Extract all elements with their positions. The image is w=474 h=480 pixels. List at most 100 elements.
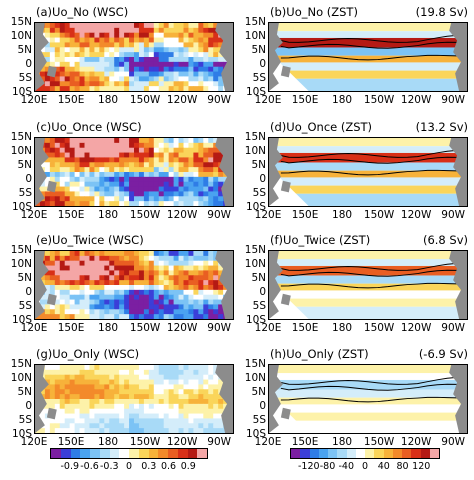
field-cell xyxy=(89,251,95,257)
field-cell xyxy=(94,176,100,183)
field-cell xyxy=(213,191,219,197)
field-cell xyxy=(114,265,120,271)
field-cell xyxy=(168,201,175,206)
field-cell xyxy=(44,314,51,319)
field-cell xyxy=(89,162,95,168)
field-cell xyxy=(84,181,90,188)
colorbar-swatch xyxy=(119,449,129,458)
field-cell xyxy=(163,191,170,197)
field-cell xyxy=(129,309,135,315)
colorbar-label: -40 xyxy=(338,461,355,472)
field-cell xyxy=(178,275,184,281)
field-cell xyxy=(178,270,184,276)
field-cell xyxy=(119,299,125,305)
field-cell xyxy=(69,374,76,381)
field-cell xyxy=(64,394,71,400)
field-cell xyxy=(193,147,199,154)
field-cell xyxy=(129,280,135,286)
field-cell xyxy=(84,265,90,271)
field-cell xyxy=(183,142,189,149)
field-cell xyxy=(89,294,95,301)
field-cell xyxy=(119,294,125,301)
lat-tick-label: 5S xyxy=(18,414,32,426)
field-cell xyxy=(188,138,194,144)
field-cell xyxy=(218,413,224,419)
field-cell xyxy=(188,285,194,291)
lon-tick-label: 150W xyxy=(129,322,161,334)
field-cell xyxy=(124,76,130,82)
field-cell xyxy=(158,196,165,202)
field-cell xyxy=(109,157,115,163)
field-cell xyxy=(54,172,61,178)
field-cell xyxy=(89,81,95,87)
field-cell xyxy=(59,152,66,158)
field-cell xyxy=(143,260,150,267)
field-cell xyxy=(114,61,120,68)
field-cell xyxy=(213,384,219,390)
field-cell xyxy=(99,423,105,429)
field-cell xyxy=(89,399,95,405)
field-cell xyxy=(138,167,145,173)
field-cell xyxy=(168,23,175,29)
field-cell xyxy=(163,201,170,206)
field-cell xyxy=(213,379,219,385)
field-cell xyxy=(203,280,209,286)
contour-line xyxy=(280,169,458,176)
field-cell xyxy=(89,255,95,262)
field-cell xyxy=(94,57,100,63)
field-cell xyxy=(69,23,76,29)
field-cell xyxy=(69,314,76,319)
field-cell xyxy=(134,294,140,301)
field-cell xyxy=(218,379,224,385)
field-cell xyxy=(173,304,180,310)
field-cell xyxy=(74,299,81,305)
field-cell xyxy=(124,428,130,433)
field-cell xyxy=(84,251,90,257)
field-cell xyxy=(124,423,130,429)
field-cell xyxy=(69,255,76,262)
field-cell xyxy=(143,201,150,206)
field-cell xyxy=(129,138,135,144)
field-cell xyxy=(89,196,95,202)
field-cell xyxy=(208,147,214,154)
field-cell xyxy=(89,157,95,163)
field-cell xyxy=(148,23,155,29)
field-cell xyxy=(163,280,170,286)
lat-tick-label: 0 xyxy=(25,286,32,298)
field-cell xyxy=(188,52,194,58)
field-cell xyxy=(84,369,90,376)
field-cell xyxy=(74,399,81,405)
field-cell xyxy=(163,384,170,390)
field-cell xyxy=(198,408,204,415)
field-cell xyxy=(59,157,66,163)
lon-tick-label: 180 xyxy=(332,94,353,106)
field-cell xyxy=(188,294,194,301)
field-cell xyxy=(134,379,140,385)
land-island xyxy=(46,293,57,306)
field-cell xyxy=(143,270,150,276)
lon-tick-label: 150W xyxy=(363,322,395,334)
field-cell xyxy=(183,418,189,424)
field-cell xyxy=(158,176,165,183)
field-cell xyxy=(79,42,85,48)
field-cell xyxy=(39,191,46,197)
field-cell xyxy=(74,172,81,178)
lat-tick-label: 5N xyxy=(251,272,266,284)
field-cell xyxy=(143,255,150,262)
field-cell xyxy=(138,389,145,395)
field-cell xyxy=(134,280,140,286)
field-cell xyxy=(59,379,66,385)
colorbar-label: -0.9 xyxy=(60,461,80,472)
field-cell xyxy=(153,162,160,168)
field-cell xyxy=(74,428,81,433)
field-cell xyxy=(183,365,189,371)
field-cell xyxy=(193,408,199,415)
field-cell xyxy=(114,167,120,173)
field-cell xyxy=(129,423,135,429)
field-cell xyxy=(138,275,145,281)
field-cell xyxy=(64,260,71,267)
field-cell xyxy=(198,251,204,257)
field-cell xyxy=(84,196,90,202)
field-cell xyxy=(99,86,105,91)
field-cell xyxy=(188,47,194,53)
